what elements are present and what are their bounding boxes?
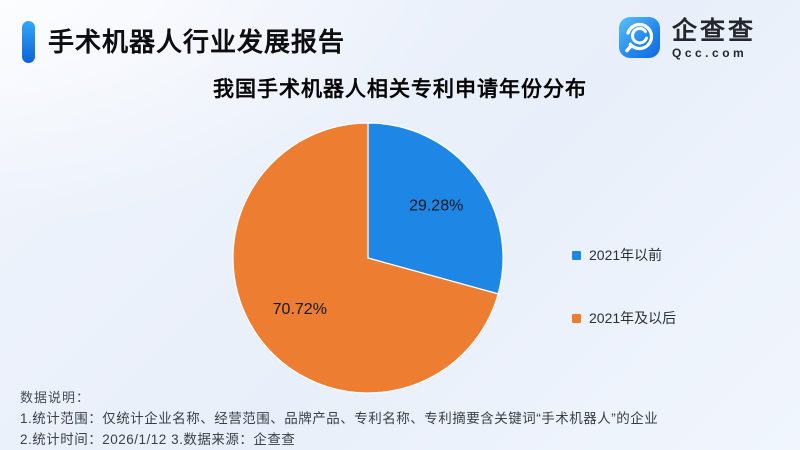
pie-slice-label-1: 70.72% bbox=[273, 301, 327, 318]
title-accent-bar bbox=[22, 21, 35, 63]
pie-slice-label-0: 29.28% bbox=[409, 197, 463, 214]
legend-swatch-blue bbox=[572, 250, 581, 260]
logo-name: 企查查 bbox=[672, 17, 757, 45]
pie-slice-0[interactable] bbox=[367, 122, 504, 295]
qcc-logo-text: 企查查 Qcc.com bbox=[672, 17, 756, 60]
pie-slice-1[interactable] bbox=[232, 122, 499, 394]
pie-legend: 2021年以前 2021年及以后 bbox=[572, 245, 676, 328]
qcc-logo: 企查查 Qcc.com bbox=[619, 17, 756, 60]
chart-title: 我国手术机器人相关专利申请年份分布 bbox=[213, 78, 587, 101]
qcc-magnifier-icon bbox=[625, 22, 654, 53]
notes-heading: 数据说明： bbox=[20, 390, 91, 405]
qcc-logo-icon bbox=[619, 17, 660, 58]
report-title: 手术机器人行业发展报告 bbox=[48, 27, 346, 57]
legend-label: 2021年以前 bbox=[589, 247, 663, 263]
notes-scope-line: 1.统计范围：仅统计企业名称、经营范围、品牌产品、专利名称、专利摘要含关键词“手… bbox=[20, 411, 659, 426]
legend-label: 2021年及以后 bbox=[589, 310, 677, 326]
legend-item-2021-and-after[interactable]: 2021年及以后 bbox=[572, 308, 676, 328]
legend-item-before-2021[interactable]: 2021年以前 bbox=[572, 245, 676, 265]
notes-date-source-line: 2.统计时间：2026/1/12 3.数据来源：企查查 bbox=[20, 432, 296, 447]
legend-swatch-orange bbox=[572, 313, 581, 323]
logo-domain: Qcc.com bbox=[672, 46, 748, 60]
